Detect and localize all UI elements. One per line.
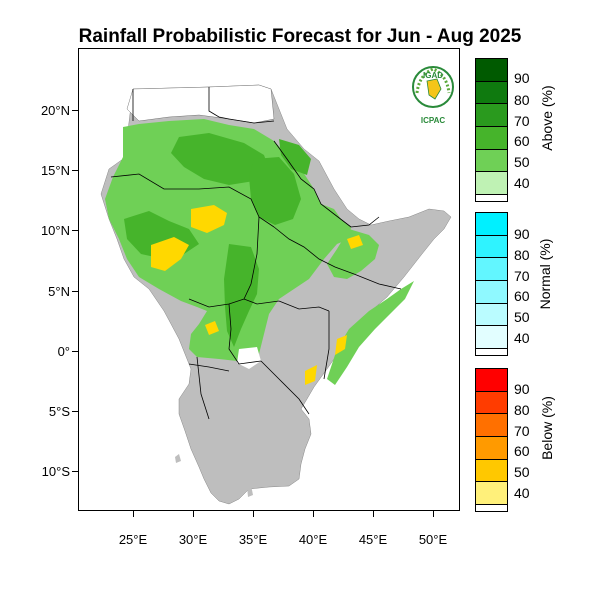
colorbar-cell <box>476 326 507 349</box>
region-above-50-northeast <box>279 139 311 175</box>
region-above-50-sudan <box>171 133 269 185</box>
colorbar-cell <box>476 213 507 236</box>
island-small-2 <box>247 485 253 497</box>
above-label-90: 90 <box>514 70 530 86</box>
lon-tick <box>133 511 134 517</box>
lon-tick <box>193 511 194 517</box>
lat-label-15n: 15°N <box>40 163 70 178</box>
below-title: Below (%) <box>539 396 555 460</box>
lon-label-35e: 35°E <box>238 532 268 547</box>
normal-label-90: 90 <box>514 226 530 242</box>
lat-tick <box>72 291 78 292</box>
region-above-ethiopia-east <box>327 229 379 279</box>
colorbar-cell <box>476 303 507 327</box>
normal-label-80: 80 <box>514 247 530 263</box>
colorbar-cell <box>476 127 507 150</box>
colorbar-cell <box>476 172 507 195</box>
above-label-50: 50 <box>514 154 530 170</box>
colorbar-normal <box>475 212 508 356</box>
region-above-50-south <box>224 244 259 347</box>
colorbar-cell <box>476 149 507 173</box>
country-borders <box>110 87 402 420</box>
region-below-40-3 <box>347 235 363 249</box>
lon-label-50e: 50°E <box>418 532 448 547</box>
colorbar-cell <box>476 258 507 281</box>
normal-label-50: 50 <box>514 309 530 325</box>
colorbar-above <box>475 58 508 202</box>
below-label-70: 70 <box>514 423 530 439</box>
region-below-40-6 <box>205 321 219 335</box>
colorbar-cell <box>476 104 507 127</box>
colorbar-cell <box>476 281 507 304</box>
colorbar-cell <box>476 482 507 505</box>
normal-label-60: 60 <box>514 288 530 304</box>
lat-label-10s: 10°S <box>41 464 70 479</box>
colorbar-cell <box>476 235 507 259</box>
icpac-logo: IGAD ICPAC <box>409 63 457 129</box>
region-below-40-1 <box>191 205 227 233</box>
lon-tick <box>433 511 434 517</box>
map-frame: IGAD ICPAC <box>78 48 460 511</box>
colorbar-cell <box>476 391 507 415</box>
lat-label-0: 0° <box>57 344 70 359</box>
below-label-60: 60 <box>514 443 530 459</box>
region-below-40-5 <box>305 365 317 385</box>
region-below-40-2 <box>151 237 189 271</box>
lon-tick <box>373 511 374 517</box>
normal-label-70: 70 <box>514 268 530 284</box>
lon-label-30e: 30°E <box>178 532 208 547</box>
colorbar-cell <box>476 414 507 437</box>
lon-tick <box>253 511 254 517</box>
lat-label-20n: 20°N <box>40 103 70 118</box>
lat-tick <box>72 170 78 171</box>
below-label-50: 50 <box>514 464 530 480</box>
above-label-60: 60 <box>514 133 530 149</box>
region-above-50-ethiopia <box>249 157 301 225</box>
lat-tick <box>72 230 78 231</box>
lon-tick <box>313 511 314 517</box>
logo-icpac-text: ICPAC <box>421 116 446 125</box>
lat-tick <box>72 110 78 111</box>
lon-label-40e: 40°E <box>298 532 328 547</box>
above-label-70: 70 <box>514 113 530 129</box>
lat-tick <box>72 351 78 352</box>
colorbar-cell <box>476 459 507 483</box>
normal-title: Normal (%) <box>537 238 553 310</box>
lat-label-5n: 5°N <box>48 284 70 299</box>
above-label-80: 80 <box>514 92 530 108</box>
lat-tick <box>72 411 78 412</box>
below-label-40: 40 <box>514 485 530 501</box>
lon-label-45e: 45°E <box>358 532 388 547</box>
region-above-coast <box>327 281 414 385</box>
lat-label-5s: 5°S <box>48 404 70 419</box>
normal-label-40: 40 <box>514 330 530 346</box>
logo-igad-text: IGAD <box>423 71 443 80</box>
lat-label-10n: 10°N <box>40 223 70 238</box>
above-label-40: 40 <box>514 175 530 191</box>
map-title: Rainfall Probabilistic Forecast for Jun … <box>78 26 522 47</box>
colorbar-cell <box>476 369 507 392</box>
forecast-map <box>100 84 452 505</box>
lon-label-25e: 25°E <box>118 532 148 547</box>
below-label-90: 90 <box>514 381 530 397</box>
below-label-80: 80 <box>514 402 530 418</box>
colorbar-cell <box>476 81 507 105</box>
colorbar-cell <box>476 59 507 82</box>
lat-tick <box>72 471 78 472</box>
colorbar-below <box>475 368 508 512</box>
island-small <box>175 454 181 463</box>
region-below-40-4 <box>335 335 347 355</box>
colorbar-cell <box>476 437 507 460</box>
above-title: Above (%) <box>539 85 555 151</box>
